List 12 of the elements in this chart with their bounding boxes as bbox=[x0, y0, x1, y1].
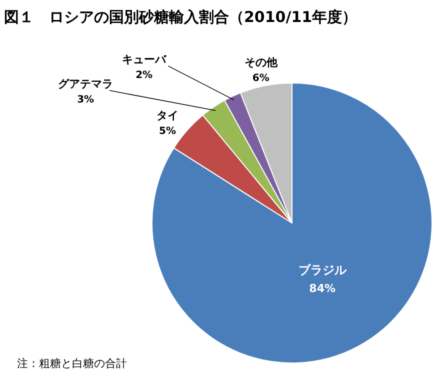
data-label: 5% bbox=[158, 126, 176, 138]
slice-label: グアテマラ bbox=[58, 78, 114, 91]
slice-label: キューバ bbox=[122, 52, 168, 66]
text: 注：粗糖と白糖の合計 bbox=[6, 357, 127, 370]
slice-label: タイ bbox=[156, 109, 178, 122]
data-label: 6% bbox=[252, 72, 270, 84]
data-label: 3% bbox=[77, 94, 94, 106]
slice-label: ブラジル bbox=[298, 263, 348, 278]
data-label: 84% bbox=[309, 282, 336, 296]
chart-title: 図１ ロシアの国別砂糖輸入割合（2010/11年度） bbox=[4, 8, 358, 26]
data-label: 2% bbox=[136, 70, 153, 81]
slice-label: その他 bbox=[244, 56, 278, 69]
